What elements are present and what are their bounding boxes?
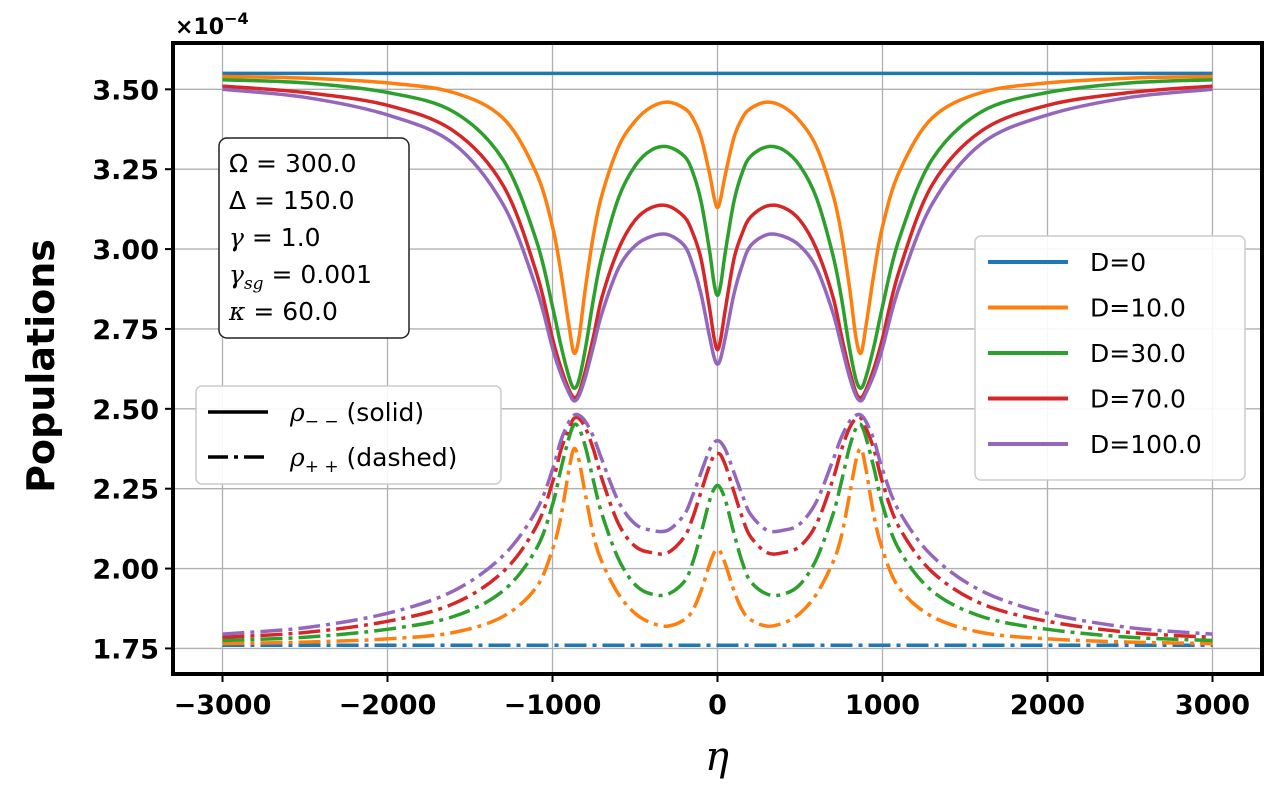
line-rho-pp-d-30-0 [222, 422, 1213, 643]
parameter-line: κ = 60.0 [228, 297, 338, 326]
x-tick-label: −2000 [339, 690, 437, 721]
y-tick-label: 3.50 [92, 75, 159, 106]
line-rho-pp-d-100-0 [222, 412, 1213, 636]
line-rho-pp-d-70-0 [222, 415, 1213, 640]
series-legend: D=0 D=10.0 D=30.0 D=70.0 D=100.0 [974, 235, 1246, 481]
style-legend-label: ρ+ + (dashed) [289, 443, 457, 477]
parameter-line: γsg = 0.001 [229, 260, 372, 294]
y-tick-label: 3.00 [92, 235, 159, 266]
line-rho-mm-d-30-0 [222, 77, 1213, 390]
line-rho-mm-d-10-0 [222, 74, 1213, 356]
x-tick-label: −3000 [174, 690, 272, 721]
parameter-line: γ = 1.0 [229, 223, 321, 252]
line-rho-mm-d-100-0 [222, 87, 1213, 403]
parameter-line: Ω = 300.0 [229, 149, 357, 178]
x-tick-label: −1000 [504, 690, 602, 721]
x-tick-label: 1000 [845, 690, 920, 721]
x-tick-label: 2000 [1010, 690, 1085, 721]
parameter-line: Δ = 150.0 [229, 186, 355, 215]
legend-label-d-10-0: D=10.0 [1090, 294, 1186, 323]
line-rho-mm-d-70-0 [222, 84, 1213, 400]
y-tick-label: 2.25 [92, 475, 159, 506]
y-tick-label: 1.75 [92, 634, 159, 665]
y-axis-multiplier: ×10−4 [175, 9, 249, 40]
series-lines [222, 71, 1213, 647]
legend-label-d-70-0: D=70.0 [1090, 385, 1186, 414]
line-style-legend: ρ− − (solid) ρ+ + (dashed) [195, 385, 502, 485]
y-axis-label: Populations [19, 239, 63, 493]
legend-label-d-30-0: D=30.0 [1090, 339, 1186, 368]
x-tick-label: 3000 [1175, 690, 1250, 721]
y-tick-label: 2.50 [92, 395, 159, 426]
style-legend-label: ρ− − (solid) [289, 398, 424, 432]
y-tick-label: 2.75 [92, 315, 159, 346]
x-axis-label: η [705, 734, 729, 780]
y-tick-label: 3.25 [92, 155, 159, 186]
x-tick-label: 0 [708, 690, 727, 721]
legend-label-d-0: D=0 [1090, 248, 1146, 277]
axis-ticks: −3000 −2000 −1000 0 1000 2000 3000 1.75 2.00 2.25… [92, 75, 1250, 721]
parameter-box: Ω = 300.0 Δ = 150.0 γ = 1.0 γsg = 0.001 κ = … [218, 137, 410, 339]
legend-label-d-100-0: D=100.0 [1090, 430, 1202, 459]
line-rho-pp-d-10-0 [222, 446, 1213, 646]
y-tick-label: 2.00 [92, 555, 159, 586]
